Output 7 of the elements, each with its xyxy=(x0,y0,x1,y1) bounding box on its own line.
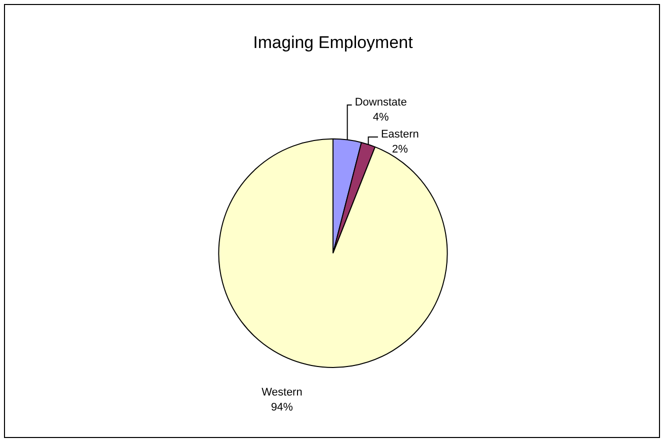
data-label: 94% xyxy=(270,402,294,414)
data-label: 4% xyxy=(372,112,389,124)
data-label: 2% xyxy=(392,144,408,156)
chart-title: Imaging Employment xyxy=(253,32,414,52)
slice-label: Downstate xyxy=(354,96,407,109)
slice-label: Eastern xyxy=(380,128,419,141)
slice-label: Western xyxy=(262,386,302,399)
